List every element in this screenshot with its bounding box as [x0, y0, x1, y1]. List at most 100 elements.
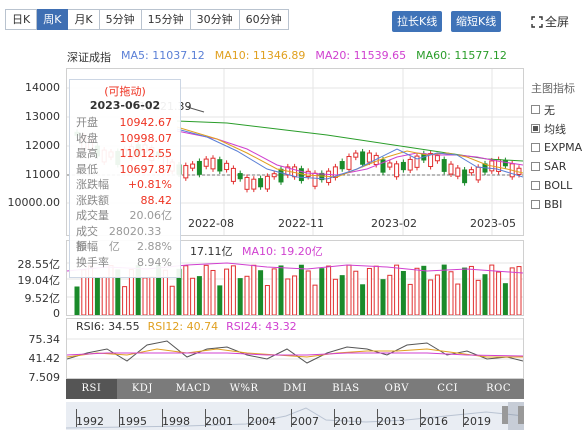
tooltip-drag-hint: (可拖动)	[104, 85, 146, 98]
candle	[380, 159, 386, 173]
volume-bar	[339, 275, 345, 316]
quote-tooltip[interactable]: (可拖动) 2023-06-02 开盘 10942.67 收盘 10998.07 最…	[69, 79, 181, 278]
tab-day[interactable]: 日K	[5, 9, 38, 30]
tab-macd[interactable]: MACD	[175, 383, 211, 394]
candle	[387, 162, 393, 168]
tab-obv[interactable]: OBV	[384, 383, 409, 394]
rsi-chart-area[interactable]	[66, 318, 524, 379]
timeline-handle-left[interactable]	[502, 406, 508, 424]
volume-bar	[332, 278, 338, 316]
tab-rsi[interactable]: RSI	[66, 379, 117, 399]
volume-bar	[285, 278, 291, 316]
rsi12-line	[66, 348, 523, 358]
indicator-option-bbi[interactable]: BBI	[531, 195, 582, 214]
tooltip-row: 振幅 2.88%	[70, 239, 180, 255]
year-label: 2004	[248, 409, 276, 428]
volume-bar	[496, 271, 502, 316]
tab-wr[interactable]: W%R	[229, 383, 259, 394]
candle	[462, 169, 468, 184]
main-indicator-panel: 主图指标 无 均线 EXPMA SAR BOLL BBI	[531, 80, 582, 214]
volume-bar	[346, 264, 352, 316]
ma10-line	[176, 126, 524, 178]
timeline-scroller[interactable]: 1992 1995 1998 2001 2004 2007 2010 2013 …	[66, 402, 524, 430]
volume-bar	[251, 264, 257, 316]
volume-ma10-value: MA10: 19.20亿	[242, 245, 323, 258]
volume-bar	[292, 275, 298, 316]
period-tabs: 日K 周K 月K 5分钟 15分钟 30分钟 60分钟	[5, 9, 289, 30]
tab-15min[interactable]: 15分钟	[141, 9, 191, 30]
stretch-kline-button[interactable]: 拉长K线	[392, 11, 443, 32]
tab-kdj[interactable]: KDJ	[131, 383, 153, 394]
candle	[366, 152, 372, 163]
volume-bar	[489, 264, 495, 316]
option-label: EXPMA	[544, 141, 583, 154]
volume-bar	[366, 267, 372, 316]
volume-bar	[421, 265, 427, 316]
rsi12-value: RSI12: 40.74	[147, 320, 219, 333]
indicator-option-expma[interactable]: EXPMA	[531, 138, 582, 157]
tooltip-value: 8.94%	[137, 255, 172, 269]
volume-bar	[475, 279, 481, 316]
volume-chart-area[interactable]	[66, 240, 524, 316]
tab-5min[interactable]: 5分钟	[99, 9, 142, 30]
tooltip-key: 最高	[76, 147, 98, 160]
indicator-option-sar[interactable]: SAR	[531, 157, 582, 176]
candle	[353, 152, 359, 158]
date-axis-label: 2023-02	[371, 217, 417, 230]
volume-bar	[455, 283, 461, 316]
rsi-axis-label: 7.509	[28, 371, 61, 384]
fullscreen-button[interactable]: 全屏	[531, 13, 569, 30]
rsi-chart	[66, 338, 524, 364]
tab-week[interactable]: 周K	[37, 9, 69, 30]
option-label: BOLL	[544, 179, 573, 192]
rsi24-line	[66, 352, 524, 357]
checkbox-icon	[531, 181, 540, 190]
tab-month[interactable]: 月K	[68, 9, 100, 30]
tab-dmi[interactable]: DMI	[283, 383, 307, 394]
volume-bar	[360, 284, 366, 316]
tooltip-value: 10998.07	[119, 131, 173, 145]
tab-cci[interactable]: CCI	[437, 383, 459, 394]
tooltip-value: 10942.67	[119, 116, 173, 129]
volume-ma5-value: 17.11亿	[190, 245, 233, 258]
year-label: 2019	[463, 409, 491, 428]
candle	[210, 157, 216, 170]
indicator-option-boll[interactable]: BOLL	[531, 176, 582, 195]
volume-bar	[298, 264, 304, 316]
price-axis-label: 10000.00	[7, 196, 61, 209]
timeline-handle-right[interactable]	[518, 406, 524, 424]
shrink-kline-button[interactable]: 缩短K线	[451, 11, 502, 32]
volume-legend: 17.11亿 MA10: 19.20亿	[74, 243, 323, 259]
volume-bar	[353, 270, 359, 316]
candle	[394, 163, 400, 178]
tab-roc[interactable]: ROC	[486, 383, 512, 394]
ma60-value: MA60: 11577.12	[416, 49, 507, 62]
volume-axis-label: 9.52亿	[24, 292, 61, 305]
tab-60min[interactable]: 60分钟	[239, 9, 289, 30]
year-label: 2016	[420, 409, 448, 428]
ma20-line	[176, 130, 524, 176]
volume-bar	[101, 276, 107, 316]
volume-bar	[326, 265, 332, 316]
year-label: 2007	[291, 409, 319, 428]
candle	[400, 161, 406, 171]
tab-bias[interactable]: BIAS	[332, 383, 360, 394]
price-axis-label: 12000	[25, 139, 60, 152]
candle	[448, 163, 454, 175]
candle	[339, 161, 345, 170]
tooltip-key: 振幅	[76, 240, 98, 253]
date-axis-label: 2022-11	[278, 217, 324, 230]
checkbox-checked-icon	[531, 124, 540, 133]
date-axis-label: 2023-05	[470, 217, 516, 230]
indicator-option-none[interactable]: 无	[531, 100, 582, 119]
tooltip-row: 最高 11012.55	[70, 146, 180, 162]
candle	[237, 173, 243, 180]
tooltip-key: 涨跌幅	[76, 178, 109, 191]
volume-bar	[94, 277, 100, 316]
ma5-value: MA5: 11037.12	[121, 49, 205, 62]
candle	[224, 162, 230, 171]
tab-30min[interactable]: 30分钟	[190, 9, 240, 30]
candle	[271, 173, 277, 178]
tooltip-row: 成交量 20.06亿	[70, 208, 180, 224]
indicator-option-ma[interactable]: 均线	[531, 119, 582, 138]
